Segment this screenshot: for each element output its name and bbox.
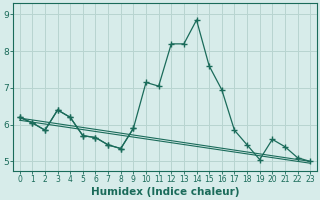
X-axis label: Humidex (Indice chaleur): Humidex (Indice chaleur) (91, 187, 239, 197)
